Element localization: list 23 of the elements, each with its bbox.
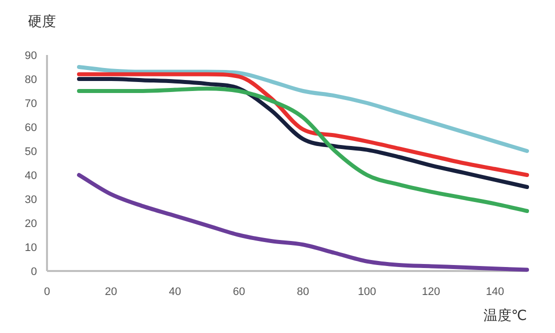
x-tick-label: 0	[44, 286, 50, 298]
y-tick-label: 80	[24, 74, 37, 86]
y-tick-label: 10	[24, 242, 37, 254]
line-series	[77, 173, 529, 272]
x-tick-label: 20	[104, 286, 118, 298]
y-tick-label: 30	[24, 194, 37, 206]
y-tick-label: 0	[30, 266, 37, 278]
x-axis-title: 温度℃	[483, 307, 527, 323]
y-tick-label: 20	[24, 218, 37, 230]
y-tick-label: 70	[24, 98, 37, 110]
line-series	[77, 86, 529, 213]
y-tick-label: 90	[24, 50, 37, 62]
y-tick-label: 60	[24, 122, 37, 134]
x-tick-label: 120	[422, 286, 440, 298]
y-tick-label: 50	[24, 146, 37, 158]
y-axis-title: 硬度	[28, 13, 56, 29]
x-tick-label: 40	[168, 286, 182, 298]
x-tick-label: 100	[358, 286, 376, 298]
line-series	[77, 65, 529, 153]
y-tick-label: 40	[24, 170, 37, 182]
x-tick-label: 140	[486, 286, 504, 298]
x-tick-label: 60	[232, 286, 246, 298]
x-tick-label: 80	[296, 286, 310, 298]
